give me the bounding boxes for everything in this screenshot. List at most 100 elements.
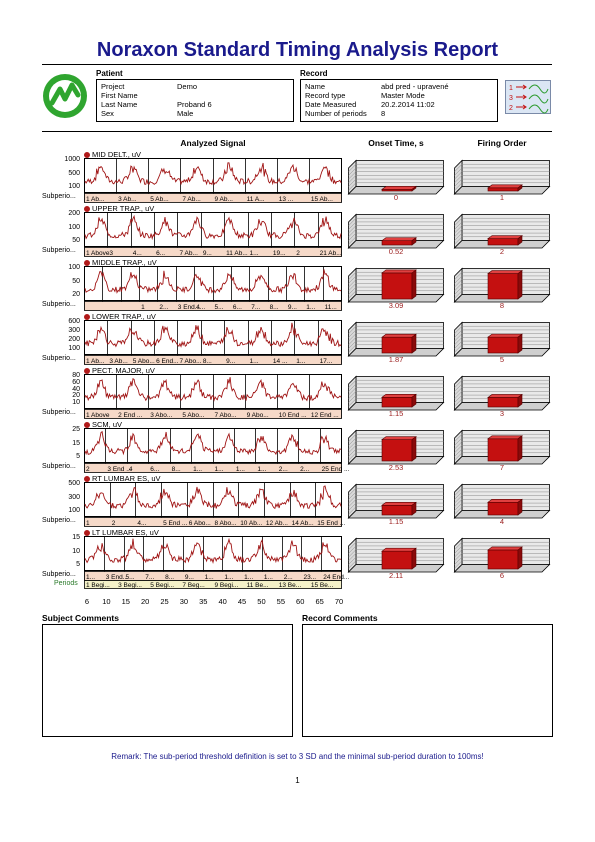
bar-mark [381, 504, 413, 516]
chart-gridline [348, 221, 357, 230]
chart-gridline [454, 175, 463, 184]
onset-time-value: 1.87 [388, 355, 404, 364]
channel-marker-icon [84, 530, 90, 537]
y-tick-label: 15 [72, 534, 80, 541]
bar-mark [487, 336, 519, 354]
chart-gridline [454, 502, 463, 511]
bar-top [487, 333, 523, 338]
emg-signal-trace [84, 269, 342, 294]
subperiod-label: 1... [193, 466, 202, 473]
bar-mark [381, 336, 413, 354]
y-tick-label: 500 [68, 480, 80, 487]
subperiod-label: 7 Abo... [215, 412, 237, 419]
bar-top [381, 333, 417, 338]
subperiod-label: 8... [203, 358, 212, 365]
subperiod-label: 6... [156, 250, 165, 257]
y-tick-label: 200 [68, 336, 80, 343]
chart-gridline [348, 279, 357, 288]
x-tick-label: 40 [218, 597, 227, 606]
record-heading: Record [300, 69, 328, 78]
subperiod-label: 1 [141, 304, 145, 311]
firing-order-legend-icon: 1 3 2 [505, 80, 551, 114]
report-title: Noraxon Standard Timing Analysis Report [96, 39, 499, 61]
signal-plot: 1... 3 End...5... 7... 8... 9... 1... 1... 1...… [84, 536, 349, 589]
y-tick-label: 600 [68, 318, 80, 325]
y-tick-label: 80 [72, 372, 80, 379]
chart-gridline [348, 286, 357, 295]
subperiod-label: 3 Ab... [118, 196, 137, 203]
patient-box: Project Demo First Name Last Name Proban… [96, 79, 294, 122]
period-label: 11 Be... [247, 582, 269, 589]
subperiod-label: 8... [172, 466, 181, 473]
patient-label-project: Project [101, 82, 125, 91]
y-tick-label: 60 [72, 378, 80, 386]
firing-order-bar-chart [453, 429, 551, 465]
subperiod-label: 1... [224, 574, 233, 581]
x-tick-label: 50 [257, 597, 266, 606]
chart-gridline [348, 495, 357, 504]
subperiod-label: 3 End... [178, 304, 201, 311]
subperiod-strip [84, 517, 342, 527]
bar-mark [487, 397, 519, 408]
record-comments-box[interactable] [302, 624, 553, 737]
subperiod-strip [84, 463, 342, 473]
bar-side [411, 333, 417, 354]
subperiod-label: 1 Above [86, 412, 110, 419]
subperiod-label: 2... [300, 466, 309, 473]
chart-gridline [454, 178, 463, 187]
subperiod-label: 1... [236, 466, 245, 473]
onset-time-value: 1.15 [388, 409, 404, 418]
subperiod-axis-label: Subperio... [42, 355, 76, 362]
record-value-date: 20.2.2014 11:02 [381, 100, 435, 109]
chart-gridline [454, 387, 463, 396]
chart-gridline [348, 394, 357, 403]
subperiod-axis-label: Subperio... [42, 301, 76, 308]
y-tick-label: 25 [72, 426, 80, 433]
patient-heading: Patient [96, 69, 123, 78]
bar-top [381, 269, 417, 274]
subperiod-label: 1... [215, 466, 224, 473]
periods-axis-label: Periods [54, 580, 78, 587]
bar-top [381, 436, 417, 440]
noraxon-logo-icon [43, 74, 87, 118]
bar-side [517, 546, 523, 570]
chart-gridline [454, 171, 463, 180]
chart-gridline [348, 452, 357, 461]
onset-time-value: 0 [393, 193, 399, 202]
chart-gridline [454, 182, 463, 191]
subperiod-label: 3 End... [106, 574, 129, 581]
bar-mark [381, 240, 413, 246]
y-tick-label: 50 [72, 277, 80, 285]
bar-top [381, 501, 417, 506]
period-label: 9 Begi... [215, 582, 239, 589]
bar-side [517, 435, 523, 462]
plot-frame [84, 158, 342, 193]
bar-side [411, 547, 417, 570]
y-tick-label: 1000 [64, 156, 80, 163]
firing-order-bar-chart [453, 483, 551, 519]
subperiod-label: 14 Ab... [292, 520, 314, 527]
subperiod-label: 1 Ab... [86, 196, 105, 203]
subperiod-label: 4... [133, 250, 142, 257]
channel-name-text: MIDDLE TRAP., uV [92, 258, 157, 267]
chart-gridline [454, 329, 463, 338]
y-tick-label: 100 [68, 183, 80, 190]
bar-mark [381, 396, 413, 408]
subperiod-label: 9 Abo... [247, 412, 269, 419]
chart-gridline [348, 441, 357, 450]
period-label: 15 Be... [311, 582, 334, 589]
firing-order-bar-chart [453, 321, 551, 357]
chart-gridline [454, 218, 463, 226]
chart-back-wall [355, 160, 444, 187]
bar-side [411, 393, 417, 408]
x-tick-label: 10 [102, 597, 111, 606]
onset-time-bar-chart [347, 213, 445, 249]
record-value-type: Master Mode [381, 91, 425, 100]
patient-label-last-name: Last Name [101, 100, 138, 109]
x-tick-label: 30 [179, 597, 189, 606]
subperiod-label: 17... [320, 358, 333, 365]
bar-top [487, 546, 523, 551]
subject-comments-box[interactable] [42, 624, 293, 737]
onset-time-bar-chart [347, 429, 445, 465]
channel-name-text: MID DELT., uV [92, 150, 142, 159]
